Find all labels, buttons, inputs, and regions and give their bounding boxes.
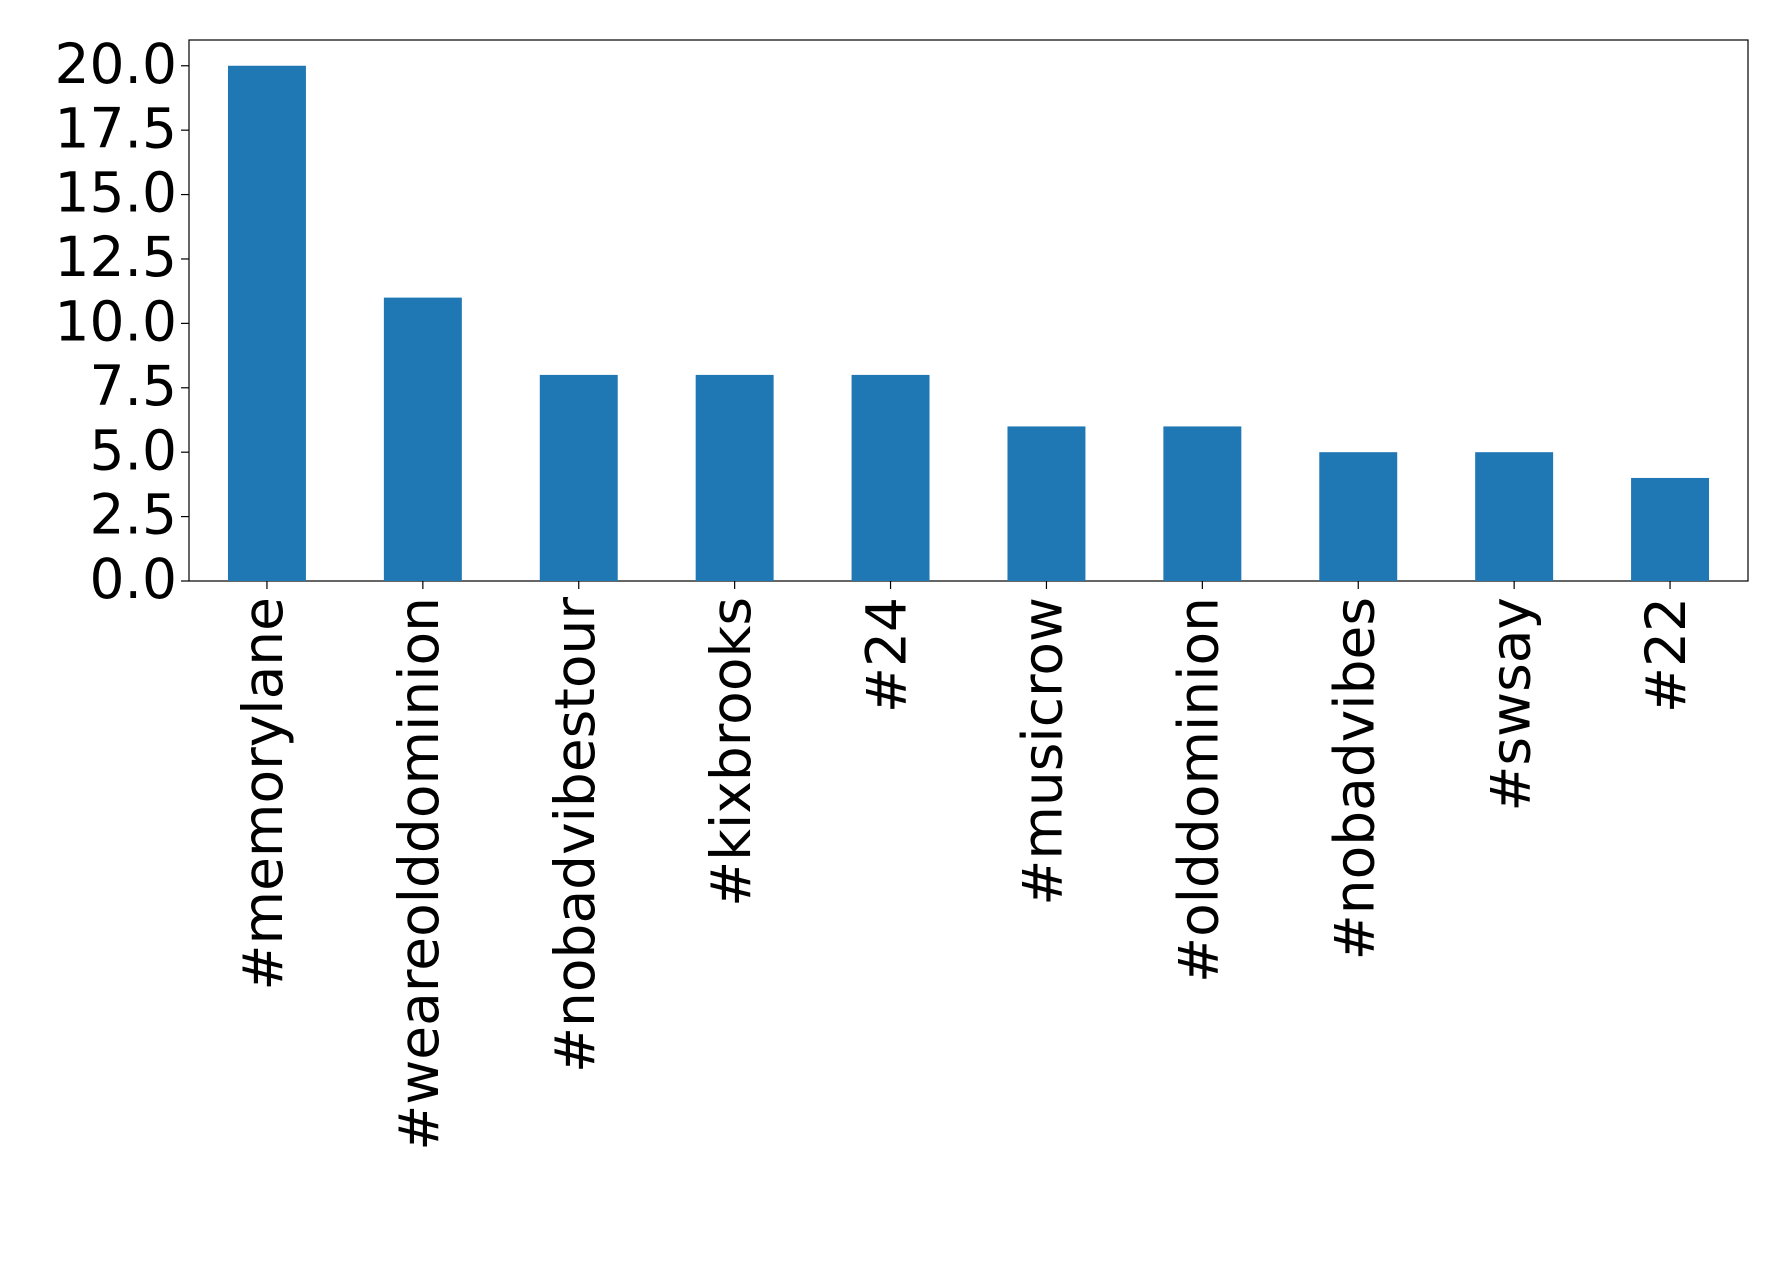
x-tick-label: #olddominion [1166, 597, 1230, 983]
bar [227, 65, 306, 581]
bar [851, 374, 930, 581]
bar [1475, 452, 1554, 581]
x-tick-label: #22 [1634, 597, 1698, 713]
plot-frame [188, 39, 1749, 582]
bar [539, 374, 618, 581]
bar [1319, 452, 1398, 581]
bar [1631, 477, 1710, 581]
bar [695, 374, 774, 581]
x-tick-label: #weareolddominion [387, 597, 451, 1151]
y-tick-label: 12.5 [55, 225, 177, 289]
y-tick-label: 5.0 [90, 418, 177, 482]
y-tick-label: 2.5 [90, 483, 177, 547]
x-tick-label: #musicrow [1011, 597, 1075, 906]
x-tick-label: #swsay [1478, 597, 1542, 812]
y-tick-label: 15.0 [55, 161, 177, 225]
bar [383, 297, 462, 581]
x-tick-label: #nobadvibestour [543, 597, 607, 1073]
x-tick-label: #kixbrooks [699, 597, 763, 907]
x-tick-label: #24 [855, 597, 919, 713]
y-tick-label: 20.0 [55, 32, 177, 96]
y-tick-label: 7.5 [90, 354, 177, 418]
y-tick-label: 17.5 [55, 96, 177, 160]
y-tick-label: 0.0 [90, 547, 177, 611]
x-tick-label: #memorylane [231, 597, 295, 991]
bar [1163, 426, 1242, 581]
x-tick-label: #nobadvibes [1322, 597, 1386, 960]
bar [1007, 426, 1086, 581]
y-tick-label: 10.0 [55, 290, 177, 354]
